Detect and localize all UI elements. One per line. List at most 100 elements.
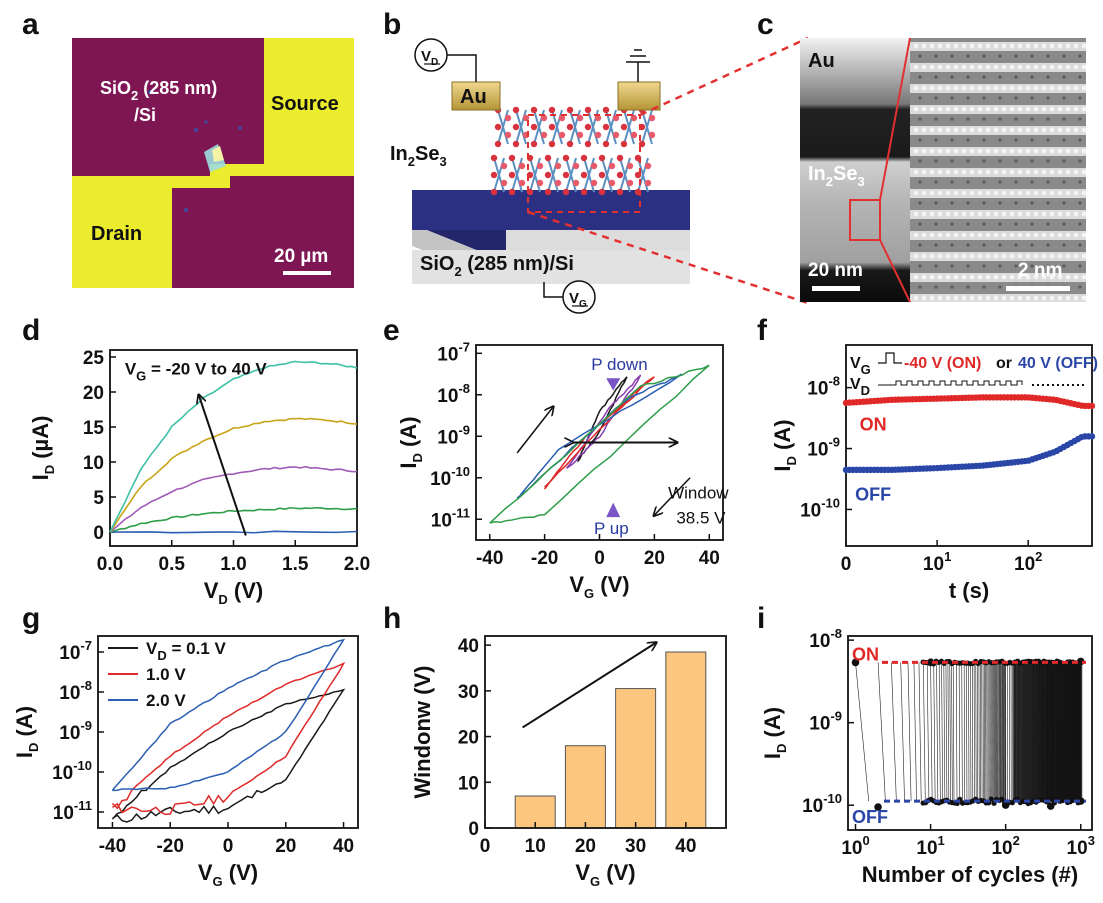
switching-trace	[968, 662, 970, 802]
x-tick-label: 40	[675, 836, 696, 857]
lattice-atom	[580, 154, 588, 162]
pulse-glyph	[878, 352, 902, 364]
switching-trace	[930, 662, 933, 802]
y-tick-label: 10-9​	[807, 435, 840, 461]
lattice-atom	[648, 114, 656, 122]
switching-trace	[966, 662, 968, 802]
lattice-atom	[620, 123, 628, 131]
lattice-atom	[512, 123, 520, 131]
chart-i: 100​ 101​ 102​ 103​ 10-8​ 10-9​ 10-10​ Number o…	[760, 626, 1095, 887]
lattice-atom	[590, 179, 598, 187]
sweep-up-arrow	[516, 407, 553, 454]
lattice-atom	[584, 140, 592, 148]
lattice-atom	[540, 114, 548, 122]
lattice-atom	[598, 154, 606, 162]
x-axis-label: Number of cycles (#)	[862, 862, 1078, 887]
material-label-b: In2Se3	[390, 143, 447, 169]
window-value: 38.5 V	[676, 508, 726, 527]
lattice-atom	[602, 140, 610, 148]
panel-a-micrograph: SiO2 (285 nm) /Si Source Drain 20 µm	[72, 38, 354, 288]
x-axis-label: VG (V)	[198, 860, 258, 889]
chart-d: 0.0 0.5 1.0 1.5 2.0 0 5 10 15 20 25 VD (V) ID (µA) VG…	[28, 348, 370, 607]
legend-or: or	[996, 355, 1012, 372]
y-tick-label: 10-10​	[430, 464, 470, 490]
data-series-line	[109, 417, 358, 533]
switching-trace	[891, 662, 897, 802]
x-axis-label: VD (V)	[204, 578, 264, 607]
x-tick-label: 20	[275, 836, 296, 857]
x-tick-label: 2.0	[344, 554, 370, 575]
panel-label-a: a	[22, 8, 39, 41]
lattice-atom	[548, 140, 556, 148]
lattice-atom	[554, 162, 562, 170]
y-tick-label: 10-10​	[52, 758, 92, 784]
x-tick-label: 30	[625, 836, 646, 857]
lattice-atom	[548, 123, 556, 131]
lattice-atom	[594, 114, 602, 122]
tem-zoom-line-top	[879, 37, 911, 201]
x-tick-label: -40	[99, 836, 126, 857]
lattice-atom	[572, 162, 580, 170]
zoom-box	[527, 114, 641, 213]
lattice-atom	[490, 188, 498, 196]
y-tick-label: 10-9​	[437, 422, 470, 448]
x-tick-label: 20	[575, 836, 596, 857]
y-tick-label: 10-10​	[800, 495, 840, 521]
lattice-atom	[602, 123, 610, 131]
on-data-point	[1088, 402, 1096, 410]
lattice-atom	[580, 188, 588, 196]
x-tick-label: 102​	[1014, 549, 1042, 575]
lattice-atom	[518, 179, 526, 187]
bar	[514, 795, 556, 829]
switching-trace	[913, 662, 917, 802]
x-tick-label: 101​	[923, 549, 951, 575]
lattice-atom	[490, 154, 498, 162]
sweep-loop	[111, 661, 346, 816]
tem-cross-section	[800, 38, 910, 302]
y-tick-label: 10	[83, 453, 104, 474]
lattice-atom	[598, 188, 606, 196]
panel-c-tem: Au In2Se3 20 nm 2 nm	[800, 37, 1086, 303]
lattice-atom	[648, 131, 656, 139]
x-tick-label: 0	[223, 836, 234, 857]
lattice-atom	[584, 106, 592, 114]
lattice-atom	[590, 162, 598, 170]
oxide-layer	[412, 190, 690, 230]
au-label-b: Au	[460, 86, 487, 108]
scale-bar	[283, 271, 331, 275]
x-axis-label: VG (V)	[569, 572, 629, 601]
lattice-atom	[626, 162, 634, 170]
lattice-atom	[508, 154, 516, 162]
y-axis-label: ID (A)	[12, 706, 41, 758]
switching-trace	[947, 662, 950, 802]
y-axis-label: ID (A)	[770, 419, 799, 471]
data-series-line	[109, 530, 358, 534]
panel-label-b: b	[383, 8, 401, 41]
sweep-loop	[111, 688, 346, 823]
switching-trace	[877, 662, 886, 802]
x-tick-label: 0	[480, 836, 491, 857]
lattice-atom	[544, 154, 552, 162]
switching-trace	[900, 662, 905, 802]
window-label: Window	[668, 484, 729, 503]
y-axis-label: ID (µA)	[28, 416, 57, 481]
cycle-marker	[851, 658, 860, 667]
lattice-atom	[572, 179, 580, 187]
y-tick-label: 20	[458, 728, 479, 749]
lattice-atom	[508, 188, 516, 196]
chart-f: 0 101​ 102​ 10-8​ 10-9​ 10-10​ t (s) ID (A) ON OF…	[770, 344, 1098, 603]
lattice-atom	[544, 188, 552, 196]
drain-label: Drain	[91, 223, 142, 245]
hysteresis-loop	[489, 364, 710, 524]
panel-label-f: f	[757, 314, 768, 347]
tem-zoom-box	[849, 199, 881, 241]
read-pulse-train	[878, 380, 1023, 386]
data-series-line	[109, 465, 358, 533]
scale-bar-label: 20 µm	[274, 246, 328, 267]
lattice-atom	[580, 171, 588, 179]
lattice-atom	[562, 154, 570, 162]
chart-g: -40 -20 0 20 40 10-7​ 10-8​ 10-9​ 10-10​ 10-11​ VG…	[12, 635, 359, 889]
y-tick-label: 10-9​	[59, 718, 92, 744]
switching-trace	[855, 662, 870, 802]
